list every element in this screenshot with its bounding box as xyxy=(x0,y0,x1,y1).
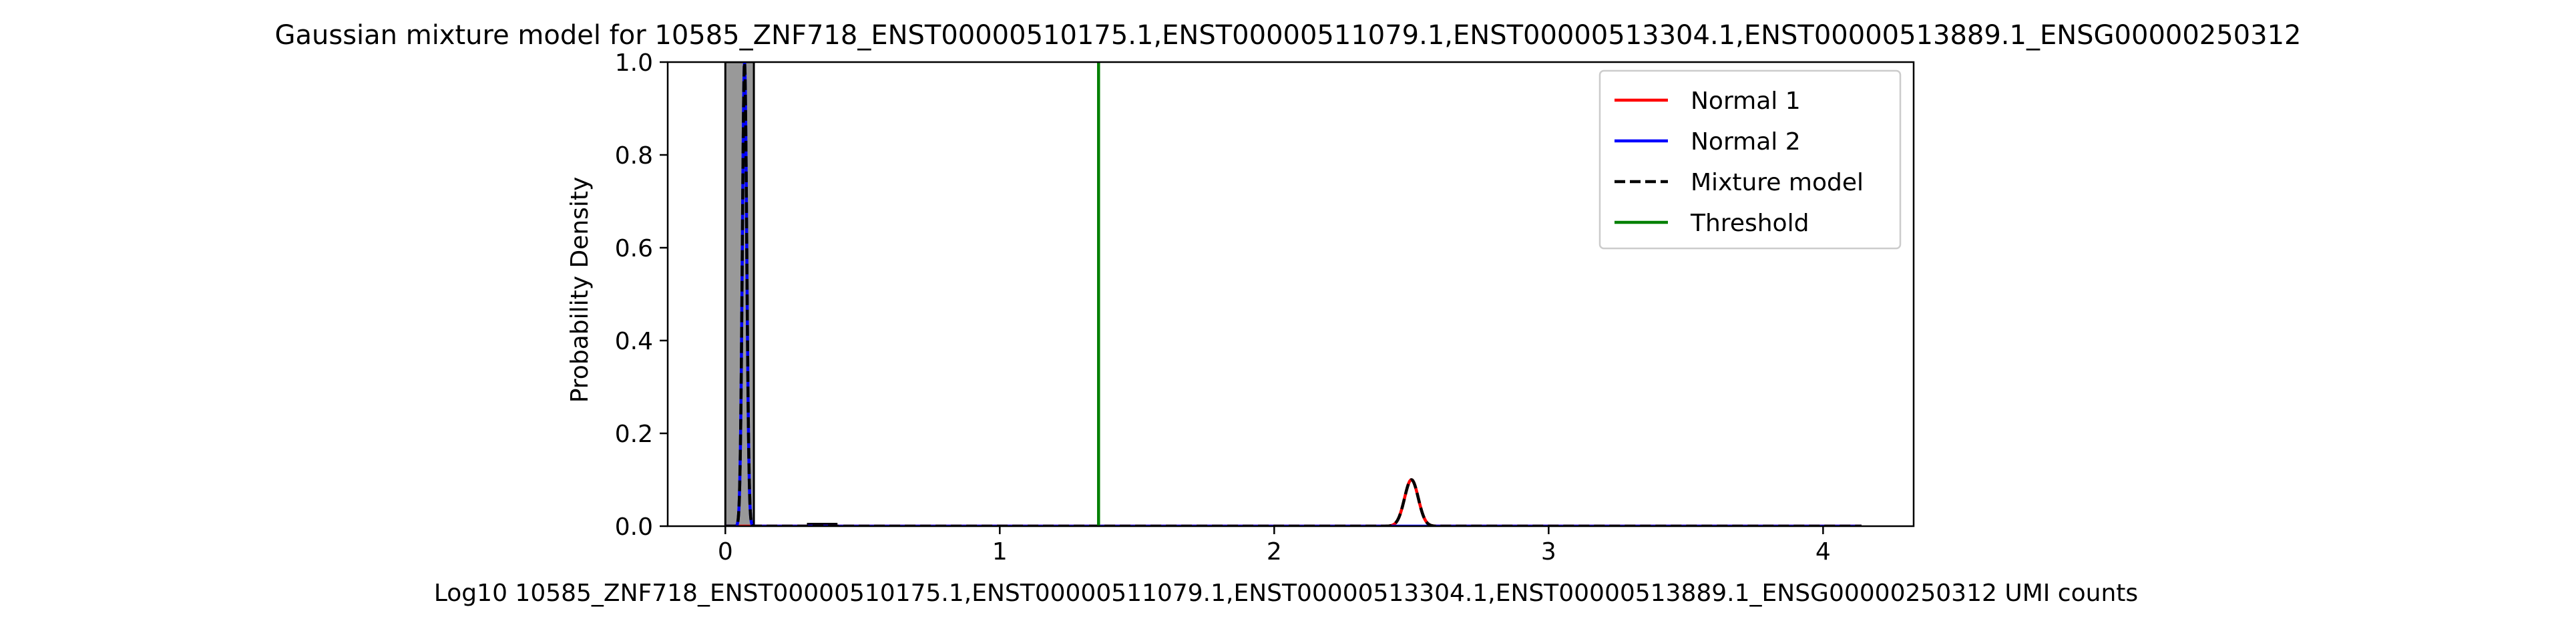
x-tick-label-2: 2 xyxy=(1267,538,1282,566)
y-tick-label-4: 0.8 xyxy=(615,142,653,170)
x-tick-label-3: 3 xyxy=(1541,538,1556,566)
y-tick-label-5: 1.0 xyxy=(615,49,653,77)
x-axis-label: Log10 10585_ZNF718_ENST00000510175.1,ENS… xyxy=(434,580,2138,607)
legend-label-0: Normal 1 xyxy=(1691,87,1801,115)
y-tick-label-3: 0.6 xyxy=(615,235,653,262)
y-tick-label-0: 0.0 xyxy=(615,513,653,541)
x-axis-ticks: 0 1 2 3 4 xyxy=(718,526,1831,566)
chart-title: Gaussian mixture model for 10585_ZNF718_… xyxy=(275,20,2302,51)
plot-area xyxy=(666,61,1915,528)
plot-frame xyxy=(666,61,1915,528)
y-tick-label-1: 0.2 xyxy=(615,421,653,448)
series-line-normal-1 xyxy=(725,478,1862,526)
y-axis-label: Probability Density xyxy=(566,177,594,403)
legend-label-3: Threshold xyxy=(1690,210,1809,237)
x-tick-label-4: 4 xyxy=(1815,538,1831,566)
y-tick-label-2: 0.4 xyxy=(615,328,653,355)
plot-inner xyxy=(724,62,1862,526)
legend-label-2: Mixture model xyxy=(1691,169,1864,196)
legend: Normal 1 Normal 2 Mixture model Threshold xyxy=(1598,69,1902,250)
y-axis-ticks: 0.0 0.2 0.4 0.6 0.8 1.0 xyxy=(615,49,668,541)
x-tick-label-0: 0 xyxy=(718,538,733,566)
legend-box xyxy=(1598,69,1902,250)
legend-label-1: Normal 2 xyxy=(1691,128,1801,156)
x-tick-label-1: 1 xyxy=(992,538,1008,566)
